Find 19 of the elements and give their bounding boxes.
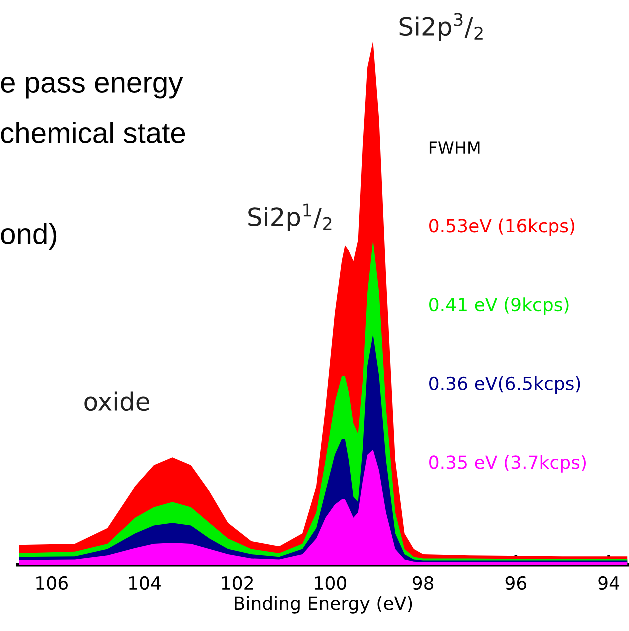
legend-title: FWHM bbox=[430, 142, 480, 154]
annotation: ond) bbox=[1, 223, 57, 250]
text: 0.36 eV(6.5kcps) bbox=[430, 376, 580, 394]
x-tick-label: 104 bbox=[130, 576, 161, 590]
annotation: chemical state bbox=[1, 122, 186, 144]
text: 0.35 eV (3.7kcps) bbox=[430, 455, 586, 473]
text: 0.53eV (16kcps) bbox=[430, 218, 575, 236]
annotation: oxide bbox=[84, 392, 150, 412]
x-tick-label: 94 bbox=[598, 576, 620, 590]
x-tick-label: 106 bbox=[36, 576, 68, 590]
x-tick-label: 98 bbox=[412, 576, 434, 590]
x-tick-label: 96 bbox=[506, 576, 527, 590]
annotation: Si2p$^{1}$/$_{2}$ bbox=[248, 204, 332, 232]
annotation: e pass energy bbox=[1, 77, 184, 99]
x-tick-label: 102 bbox=[222, 576, 254, 590]
x-tick-label: 100 bbox=[315, 576, 346, 590]
text: 0.41 eV (9kcps) bbox=[430, 298, 569, 316]
annotation: Si2p$^{3}$/$_{2}$ bbox=[400, 13, 483, 41]
x-axis-title: Binding Energy (eV) bbox=[235, 596, 412, 614]
